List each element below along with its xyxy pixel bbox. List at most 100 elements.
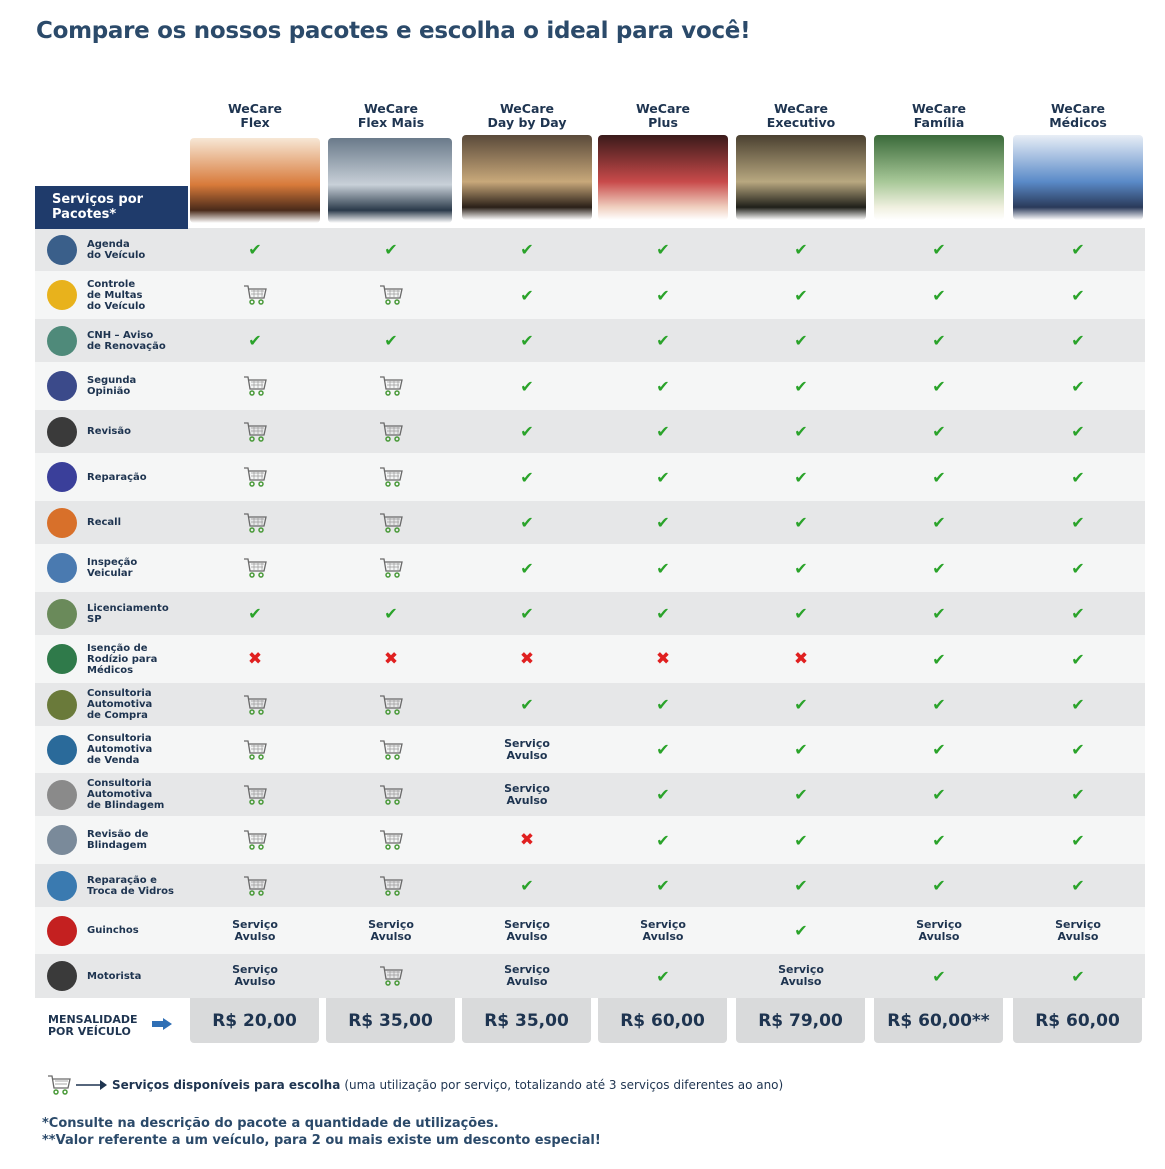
service-cell: Revisão de Blindagem <box>35 816 188 864</box>
check-icon: ✔ <box>656 422 670 441</box>
check-icon: ✔ <box>1071 785 1085 804</box>
cart-icon <box>380 512 403 533</box>
package-cell: ✔ <box>1013 635 1143 683</box>
check-icon: ✔ <box>384 331 398 350</box>
package-cell <box>326 362 456 410</box>
package-cell: ✔ <box>598 228 728 271</box>
service-cell: Segunda Opinião <box>35 362 188 410</box>
check-icon: ✔ <box>1071 467 1085 487</box>
package-cell: ✔ <box>874 635 1004 683</box>
check-icon: ✔ <box>656 467 670 487</box>
service-cell: Isenção de Rodízio para Médicos <box>35 635 188 683</box>
check-icon: ✔ <box>520 422 534 441</box>
package-cell: Serviço Avulso <box>190 954 320 998</box>
check-icon: ✔ <box>794 240 808 259</box>
package-cell: ✔ <box>598 864 728 907</box>
check-icon: ✔ <box>1071 649 1085 669</box>
package-price: R$ 60,00 <box>598 998 727 1043</box>
service-cell: CNH – Aviso de Renovação <box>35 319 188 362</box>
cross-icon: ✖ <box>793 649 809 669</box>
check-icon: ✔ <box>656 376 670 396</box>
check-icon: ✔ <box>932 558 946 578</box>
cart-icon <box>380 376 403 396</box>
cart-icon <box>380 694 403 715</box>
service-label: Consultoria Automotiva de Venda <box>87 733 153 766</box>
package-cell <box>190 683 320 726</box>
package-cell: ✔ <box>736 228 866 271</box>
package-cell: Serviço Avulso <box>736 954 866 998</box>
package-cell: ✔ <box>1013 453 1143 501</box>
package-cell <box>326 726 456 773</box>
package-cell: ✔ <box>736 501 866 544</box>
cart-icon <box>244 421 267 442</box>
check-icon: ✔ <box>520 513 534 532</box>
package-cell: ✔ <box>736 410 866 453</box>
check-icon: ✔ <box>932 331 946 350</box>
package-cell: ✔ <box>874 228 1004 271</box>
package-cell: ✔ <box>462 271 592 319</box>
package-cell <box>326 453 456 501</box>
service-cell: Revisão <box>35 410 188 453</box>
package-cell: ✖ <box>736 635 866 683</box>
package-cell: ✔ <box>1013 954 1143 998</box>
package-cell: ✔ <box>326 228 456 271</box>
service-label: Reparação e Troca de Vidros <box>87 874 175 897</box>
package-cell: ✔ <box>736 271 866 319</box>
package-cell: ✔ <box>598 816 728 864</box>
check-icon: ✔ <box>794 740 808 759</box>
cart-icon <box>244 830 267 850</box>
check-icon: ✔ <box>932 740 946 759</box>
check-icon: ✔ <box>520 376 534 396</box>
package-cell: ✔ <box>462 864 592 907</box>
package-cell <box>326 954 456 998</box>
package-cell: ✖ <box>598 635 728 683</box>
check-icon: ✔ <box>520 467 534 487</box>
check-icon: ✔ <box>1071 240 1085 259</box>
check-icon: ✔ <box>520 695 534 714</box>
package-photo <box>736 135 866 220</box>
cart-icon <box>244 875 267 896</box>
package-cell: ✔ <box>1013 864 1143 907</box>
service-cell: Licenciamento SP <box>35 592 188 635</box>
package-photo <box>462 135 592 220</box>
package-cell: ✔ <box>736 453 866 501</box>
package-price: R$ 60,00 <box>1013 998 1142 1043</box>
check-icon: ✔ <box>932 830 946 850</box>
check-icon: ✔ <box>656 966 670 986</box>
package-price: R$ 20,00 <box>190 998 319 1043</box>
package-name: WeCare Flex Mais <box>357 101 425 130</box>
package-cell: Serviço Avulso <box>462 907 592 954</box>
check-icon: ✔ <box>656 740 670 759</box>
cart-icon <box>48 1075 71 1095</box>
package-cell: ✖ <box>462 816 592 864</box>
package-cell: ✔ <box>736 726 866 773</box>
package-cell: ✔ <box>462 501 592 544</box>
service-row: Reparação ✔ ✔ ✔ ✔ ✔ <box>35 453 1145 501</box>
check-icon: ✔ <box>794 830 808 850</box>
service-label: Revisão de Blindagem <box>87 829 149 851</box>
cart-icon <box>380 739 403 760</box>
cart-icon <box>244 376 267 396</box>
check-icon: ✔ <box>932 285 946 305</box>
package-cell: ✔ <box>736 592 866 635</box>
package-cell: ✔ <box>598 954 728 998</box>
package-cell <box>326 773 456 816</box>
package-cell <box>190 864 320 907</box>
cart-icon <box>244 694 267 715</box>
check-icon: ✔ <box>1071 695 1085 714</box>
mechanics-icon <box>47 371 77 401</box>
magnifier-icon <box>47 825 77 855</box>
package-cell: ✔ <box>598 544 728 592</box>
package-cell: ✔ <box>598 726 728 773</box>
service-label: Segunda Opinião <box>87 375 137 397</box>
package-cell: ✔ <box>1013 683 1143 726</box>
service-row: Controle de Multas do Veículo ✔ ✔ ✔ ✔ ✔ <box>35 271 1145 319</box>
check-icon: ✔ <box>794 331 808 350</box>
ticket-icon <box>47 280 77 310</box>
package-cell: ✔ <box>462 319 592 362</box>
cross-icon: ✖ <box>247 649 263 669</box>
cross-icon: ✖ <box>519 830 535 850</box>
check-icon: ✔ <box>656 240 670 259</box>
package-cell: ✔ <box>736 319 866 362</box>
package-cell: ✔ <box>874 592 1004 635</box>
